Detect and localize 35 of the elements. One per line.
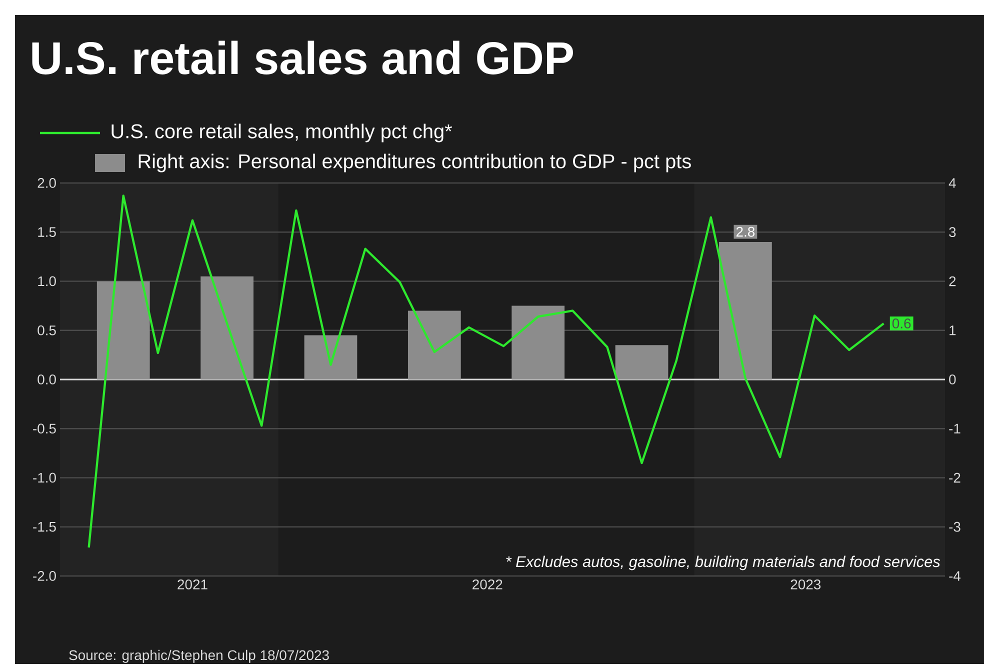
data-label: 0.6 [892, 318, 911, 328]
y2-tick-label: 2 [949, 276, 956, 286]
bar [200, 276, 254, 380]
y2-tick-label: -2 [949, 472, 960, 483]
y-tick-label: 0.0 [38, 374, 56, 384]
chart-title: U.S. retail sales and GDP [32, 40, 573, 74]
y-tick-label: 1.5 [38, 227, 56, 237]
y-tick-label: -2.0 [33, 570, 56, 581]
y2-tick-label: -1 [949, 424, 960, 434]
y-tick-label: -1.5 [33, 522, 56, 532]
y2-tick-label: -3 [949, 522, 960, 532]
x-tick-label: 2021 [178, 579, 208, 590]
y2-tick-label: 3 [949, 227, 956, 237]
legend-label: U.S. core retail sales, monthly pct chg* [112, 124, 452, 142]
x-tick-label: 2022 [472, 579, 502, 590]
annotation: * Excludes autos, gasoline, building materials and food services [506, 556, 940, 570]
y2-tick-label: 4 [948, 178, 956, 188]
y-tick-label: -0.5 [33, 424, 56, 434]
legend-label: Right axis: Personal expenditures contribution to GDP - pct pts [138, 154, 691, 172]
data-label: 2.8 [736, 226, 755, 237]
source-note: Source: graphic/Stephen Culp 18/07/2023 [69, 650, 329, 663]
bar [512, 306, 565, 380]
x-tick-label: 2023 [790, 579, 821, 590]
y-tick-label: 1.0 [38, 276, 56, 286]
y2-tick-label: 0 [949, 374, 956, 384]
y-tick-label: -1.0 [33, 472, 56, 483]
bar [719, 242, 772, 380]
bar [408, 310, 461, 380]
y-tick-label: 0.5 [38, 325, 56, 336]
y-tick-label: 2.0 [38, 178, 56, 188]
y2-tick-label: -4 [949, 571, 961, 581]
bar [304, 335, 358, 380]
bar [615, 345, 668, 380]
bar [96, 281, 150, 380]
y2-tick-label: 1 [950, 325, 956, 336]
